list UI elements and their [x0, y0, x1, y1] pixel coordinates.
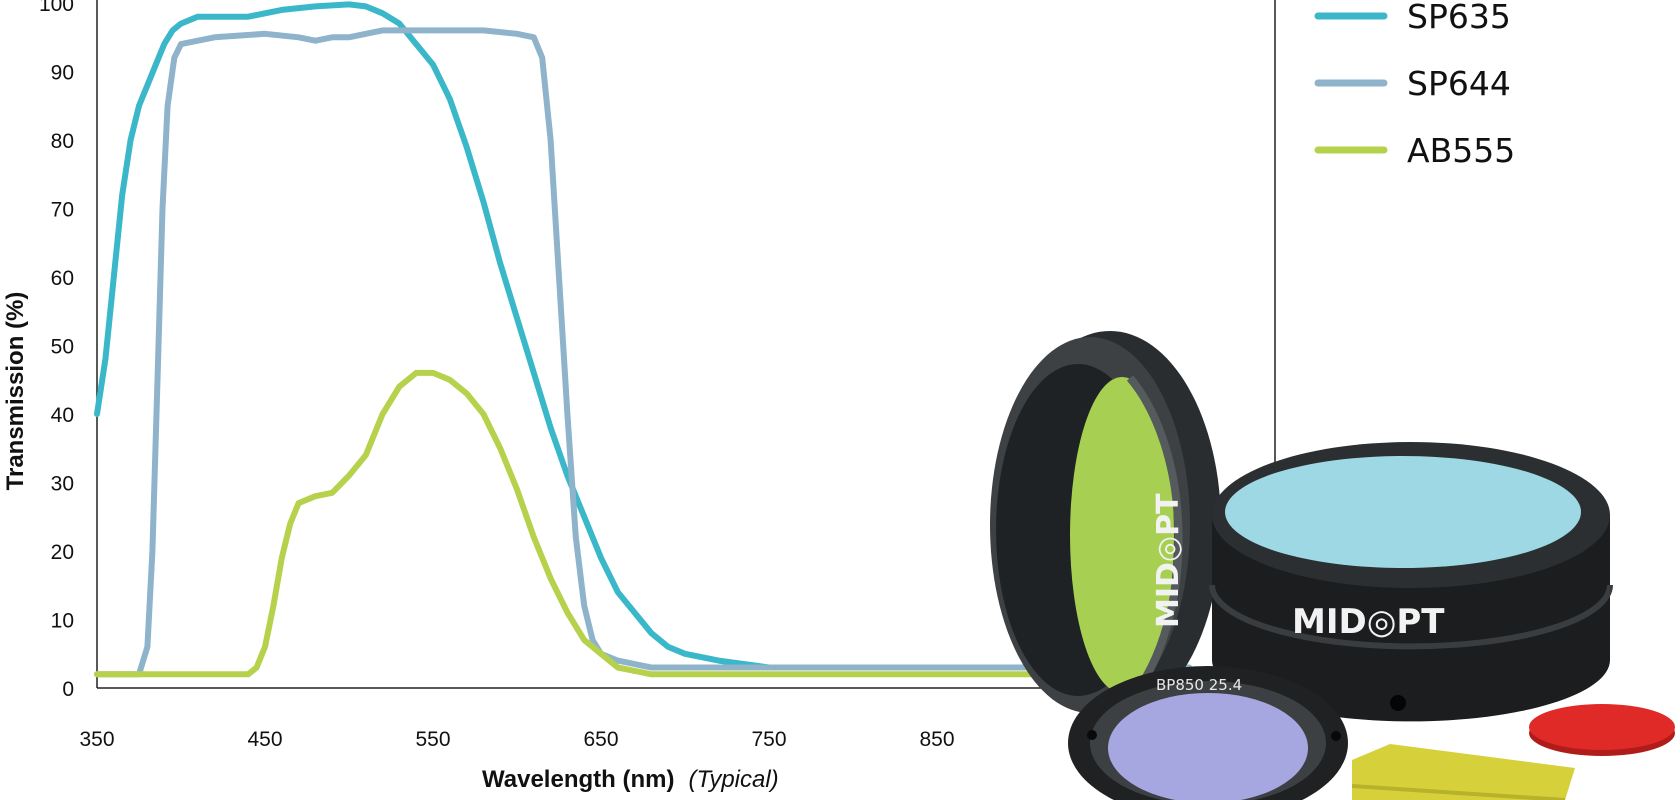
y-tick-labels: 0 10 20 30 40 50 60 70 80 90 100	[39, 0, 74, 701]
x-axis-title-note: (Typical)	[688, 766, 778, 793]
y-axis-title: Transmission (%)	[2, 292, 29, 491]
series-line-sp635	[94, 1, 1192, 671]
x-tick-label: 750	[751, 728, 786, 751]
y-tick-label: 70	[51, 199, 74, 222]
logo-horizontal: MID◎PT	[1292, 602, 1445, 642]
x-tick-labels: 350 450 550 650 750 850	[79, 728, 954, 751]
legend-label-ab555: AB555	[1407, 131, 1515, 170]
large-blue-filter: MID◎PT	[1209, 442, 1613, 722]
legend-label-sp635: SP635	[1407, 0, 1511, 36]
series-line-ab555	[94, 369, 1192, 678]
logo-vertical: MID◎PT	[1151, 493, 1186, 628]
y-tick-label: 40	[51, 404, 74, 427]
series-lines	[94, 1, 1192, 678]
blue-filter-glass	[1225, 456, 1581, 568]
x-axis-title: Wavelength (nm) (Typical)	[482, 766, 779, 793]
x-tick-label: 850	[919, 728, 954, 751]
small-violet-filter: BP850 25.4	[1068, 666, 1348, 800]
x-tick-label: 350	[79, 728, 114, 751]
y-tick-label: 80	[51, 130, 74, 153]
legend-label-sp644: SP644	[1407, 64, 1511, 103]
y-tick-label: 60	[51, 267, 74, 290]
series-line-sp644	[94, 27, 1192, 678]
y-tick-label: 100	[39, 0, 74, 16]
y-tick-label: 10	[51, 610, 74, 633]
y-tick-label: 90	[51, 62, 74, 85]
green-filter-glass	[1070, 377, 1174, 693]
x-tick-label: 650	[583, 728, 618, 751]
x-tick-label: 550	[415, 728, 450, 751]
y-tick-label: 50	[51, 336, 74, 359]
y-tick-label: 30	[51, 473, 74, 496]
x-tick-label: 450	[247, 728, 282, 751]
violet-filter-glass	[1108, 693, 1308, 800]
filter-rim-label: BP850 25.4	[1156, 676, 1242, 694]
x-axis-title-main: Wavelength (nm)	[482, 766, 674, 793]
y-tick-label: 20	[51, 541, 74, 564]
filters-product-image: MID◎PT MID◎PT BP850 25.4	[990, 331, 1675, 800]
large-green-filter: MID◎PT	[990, 331, 1221, 719]
y-tick-label: 0	[62, 678, 74, 701]
red-disc-filter	[1529, 704, 1675, 756]
yellow-square-filter	[1351, 744, 1575, 800]
legend: SP635 SP644 AB555	[1314, 0, 1515, 170]
